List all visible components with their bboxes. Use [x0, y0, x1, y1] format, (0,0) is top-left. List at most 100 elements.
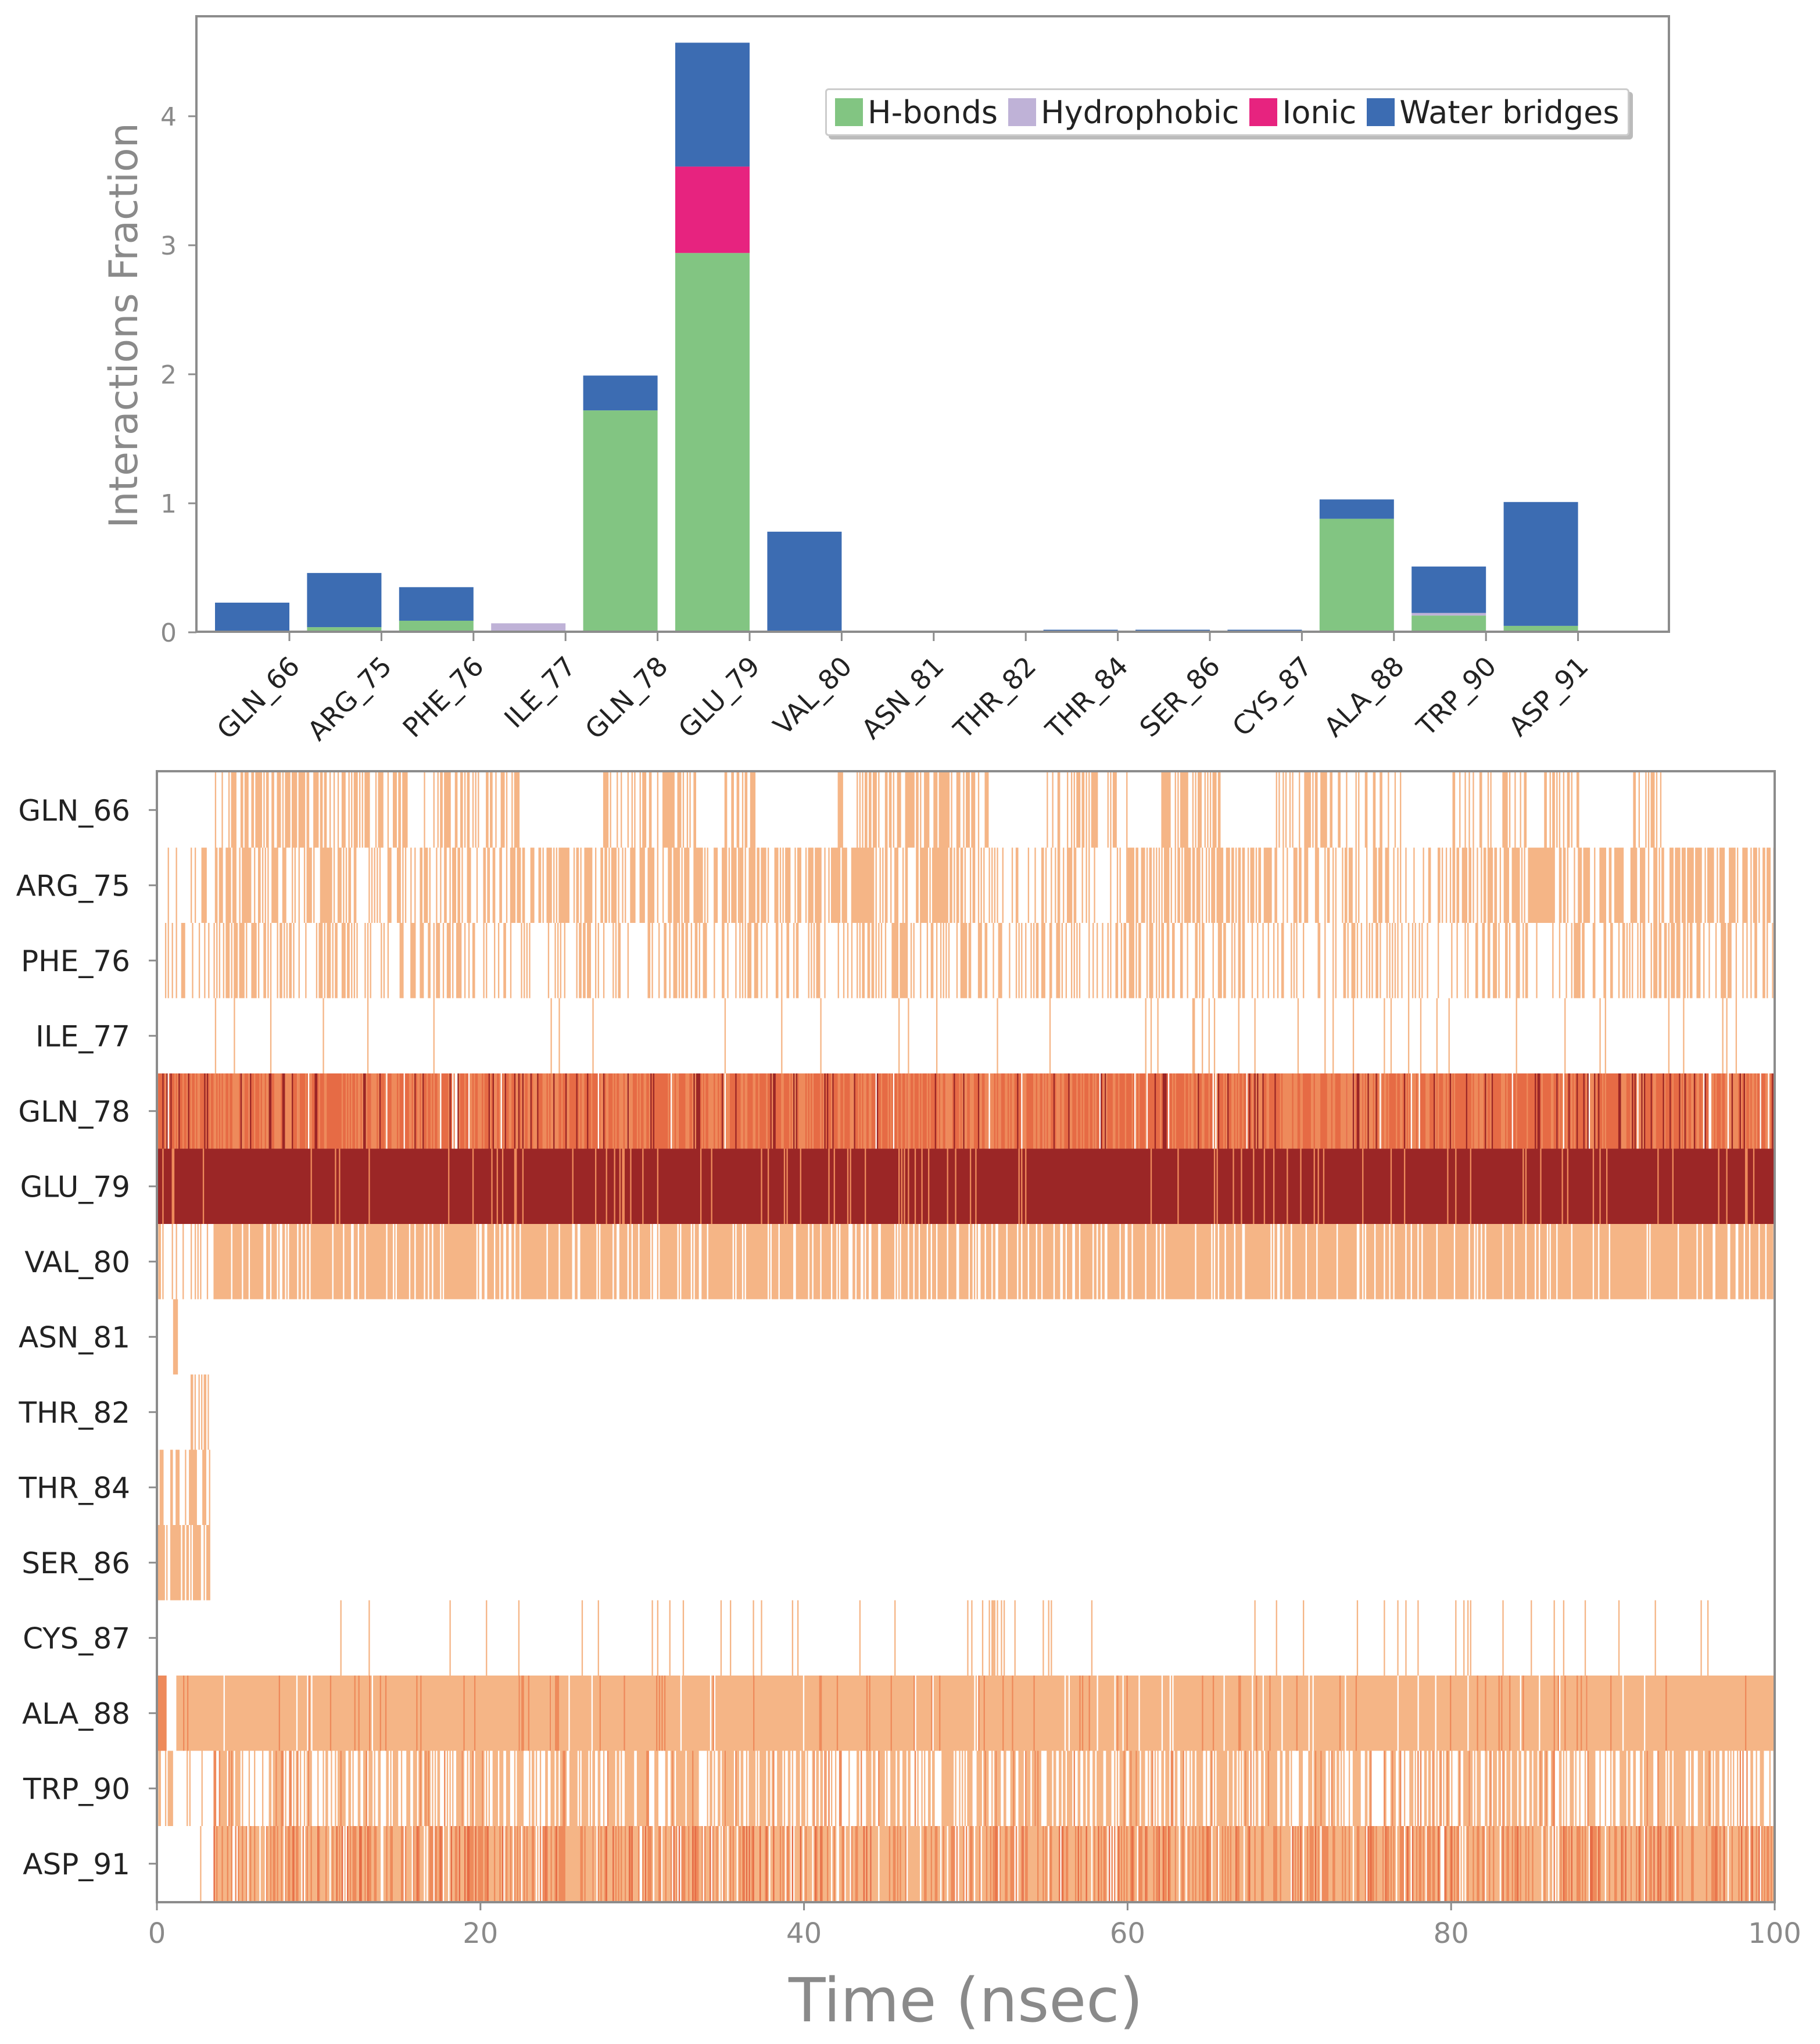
- heatmap-stripe: [433, 772, 435, 848]
- heatmap-stripe: [244, 1073, 249, 1149]
- heatmap-stripe: [184, 1073, 187, 1149]
- heatmap-stripe: [1018, 1073, 1022, 1149]
- heatmap-stripe: [1242, 923, 1245, 998]
- heatmap-stripe: [293, 1826, 295, 1902]
- heatmap-stripe: [273, 1073, 282, 1149]
- heatmap-stripe: [1456, 923, 1458, 998]
- heatmap-stripe: [723, 1826, 725, 1902]
- heatmap-stripe: [1133, 1073, 1134, 1149]
- heatmap-stripe: [967, 1073, 970, 1149]
- heatmap-stripe: [924, 772, 930, 848]
- heatmap-row-thr-82: [190, 1374, 209, 1450]
- heatmap-stripe: [1119, 1073, 1125, 1149]
- heatmap-stripe: [1304, 847, 1309, 923]
- heatmap-stripe: [1227, 1073, 1229, 1149]
- heatmap-stripe: [327, 1073, 342, 1149]
- heatmap-stripe: [1772, 1073, 1774, 1149]
- heatmap-stripe: [1110, 772, 1112, 848]
- heatmap-stripe: [603, 923, 605, 998]
- heatmap-stripe: [670, 1826, 672, 1902]
- heatmap-stripe: [1328, 1751, 1330, 1826]
- heatmap-stripe: [861, 1751, 862, 1826]
- heatmap-stripe: [1208, 847, 1210, 923]
- heatmap-stripe: [1375, 923, 1378, 998]
- heatmap-stripe: [436, 923, 440, 998]
- heatmap-stripe: [444, 1751, 446, 1826]
- heatmap-stripe: [722, 1751, 725, 1826]
- heatmap-stripe: [166, 1525, 168, 1601]
- heatmap-stripe: [1161, 923, 1165, 998]
- heatmap-stripe: [782, 1826, 784, 1902]
- heatmap-stripe: [701, 1826, 703, 1902]
- heatmap-stripe: [1245, 1224, 1271, 1300]
- heatmap-stripe: [997, 1826, 998, 1902]
- heatmap-stripe: [1013, 1751, 1015, 1826]
- heatmap-ylabel-gln-78: GLN_78: [18, 1095, 130, 1129]
- heatmap-stripe: [932, 1751, 935, 1826]
- heatmap-stripe: [813, 1073, 821, 1149]
- heatmap-stripe: [1056, 923, 1061, 998]
- heatmap-stripe: [1697, 1224, 1702, 1300]
- heatmap-stripe: [1735, 998, 1737, 1073]
- heatmap-stripe: [1154, 1751, 1156, 1826]
- heatmap-stripe: [1604, 998, 1606, 1073]
- heatmap-stripe: [850, 1148, 851, 1224]
- heatmap-stripe: [886, 1751, 888, 1826]
- bar-asp-91-h-bonds: [1503, 625, 1578, 632]
- heatmap-stripe: [1540, 1224, 1547, 1300]
- heatmap-xtick-label: 40: [786, 1917, 822, 1950]
- heatmap-stripe: [937, 1224, 947, 1300]
- heatmap-stripe: [1468, 1676, 1520, 1751]
- heatmap-stripe: [975, 1676, 977, 1751]
- heatmap-stripe: [1245, 1751, 1246, 1826]
- heatmap-stripe: [1036, 923, 1039, 998]
- heatmap-stripe: [1522, 923, 1524, 998]
- heatmap-stripe: [289, 1224, 298, 1300]
- heatmap-stripe: [506, 1224, 509, 1300]
- heatmap-stripe: [623, 1073, 625, 1149]
- heatmap-stripe: [1088, 847, 1090, 923]
- heatmap-stripe: [487, 1224, 494, 1300]
- heatmap-stripe: [1303, 1073, 1311, 1149]
- heatmap-stripe: [1411, 1826, 1414, 1902]
- heatmap-stripe: [1194, 1073, 1196, 1149]
- heatmap-stripe: [870, 1826, 872, 1902]
- heatmap-stripe: [1256, 1676, 1257, 1751]
- heatmap-stripe: [947, 1148, 948, 1224]
- heatmap-stripe: [263, 772, 265, 848]
- heatmap-stripe: [1755, 1751, 1757, 1826]
- heatmap-stripe: [216, 923, 218, 998]
- heatmap-stripe: [460, 1073, 464, 1149]
- heatmap-stripe: [1212, 1676, 1214, 1751]
- heatmap-stripe: [988, 1600, 990, 1676]
- heatmap-stripe: [364, 1826, 366, 1902]
- heatmap-stripe: [732, 1826, 734, 1902]
- heatmap-stripe: [948, 1224, 956, 1300]
- heatmap-stripe: [293, 923, 295, 998]
- heatmap-stripe: [428, 923, 431, 998]
- heatmap-stripe: [1559, 923, 1561, 998]
- heatmap-stripe: [1188, 1826, 1190, 1902]
- heatmap-stripe: [746, 1751, 748, 1826]
- heatmap-stripe: [347, 1073, 349, 1149]
- heatmap-stripe: [983, 1751, 989, 1826]
- heatmap-stripe: [847, 923, 849, 998]
- heatmap-stripe: [986, 1224, 992, 1300]
- heatmap-stripe: [313, 847, 315, 923]
- heatmap-stripe: [1001, 1600, 1002, 1676]
- heatmap-stripe: [1533, 1751, 1538, 1826]
- heatmap-stripe: [693, 772, 696, 848]
- heatmap-stripe: [1293, 923, 1295, 998]
- heatmap-stripe: [1485, 1676, 1486, 1751]
- heatmap-stripe: [859, 1073, 861, 1149]
- heatmap-stripe: [526, 923, 528, 998]
- heatmap-stripe: [379, 847, 381, 923]
- heatmap-stripe: [603, 772, 609, 848]
- heatmap-stripe: [386, 1751, 389, 1826]
- heatmap-stripe: [557, 1676, 569, 1751]
- heatmap-stripe: [182, 1525, 185, 1601]
- heatmap-stripe: [1114, 1826, 1116, 1902]
- heatmap-stripe: [692, 1826, 694, 1902]
- heatmap-stripe: [1160, 1826, 1175, 1902]
- heatmap-stripe: [1750, 847, 1752, 923]
